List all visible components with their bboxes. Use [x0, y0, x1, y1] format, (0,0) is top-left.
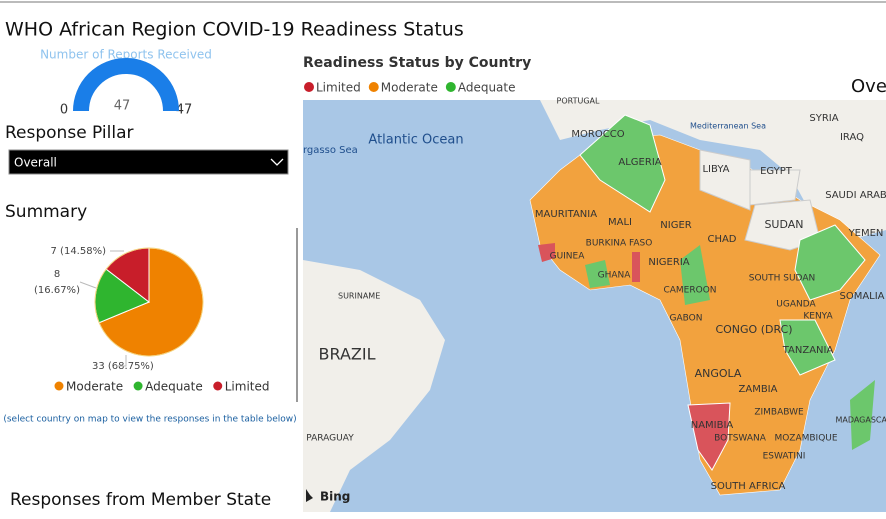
- map-label: PORTUGAL: [557, 97, 601, 106]
- pie-outline: [94, 247, 204, 357]
- dropdown-value[interactable]: Overall: [14, 156, 57, 170]
- gauge-max: 47: [176, 103, 193, 118]
- filter-label: Response Pillar: [5, 123, 134, 143]
- map-label: SURINAME: [338, 292, 380, 301]
- map-label: ANGOLA: [695, 367, 742, 380]
- map-label: SOMALIA: [839, 291, 884, 302]
- footer-title: Responses from Member State: [10, 490, 271, 510]
- map-label: UGANDA: [776, 300, 816, 310]
- bing-logo: [306, 489, 313, 502]
- libya: [699, 149, 751, 211]
- gauge-value: 47: [114, 99, 131, 114]
- cameroon-adequate[interactable]: [680, 245, 710, 305]
- namibia-limited[interactable]: [687, 402, 731, 471]
- summary-title: Summary: [5, 202, 87, 222]
- map-label: ZIMBABWE: [754, 408, 804, 418]
- benin-limited[interactable]: [632, 252, 640, 282]
- map-label: CAMEROON: [663, 286, 716, 296]
- legend-label: Moderate: [381, 81, 438, 95]
- map-label: LIBYA: [702, 164, 729, 175]
- title: WHO African Region COVID-19 Readiness St…: [5, 19, 464, 41]
- guinea-limited[interactable]: [538, 243, 555, 262]
- note: (select country on map to view the respo…: [3, 415, 296, 425]
- map-label: YEMEN: [848, 228, 884, 239]
- map-label: BRAZIL: [319, 345, 376, 364]
- dropdown[interactable]: [8, 149, 289, 175]
- map-label: CONGO (DRC): [715, 323, 792, 336]
- gauge-title: Number of Reports Received: [40, 48, 212, 62]
- map-title: Readiness Status by Country: [303, 55, 531, 71]
- map-label: IRAQ: [840, 132, 864, 143]
- map-label: ZAMBIA: [739, 384, 778, 395]
- legend-dot: [368, 82, 379, 92]
- map-attribution: Bing: [320, 490, 350, 504]
- legend-dot: [213, 381, 223, 391]
- map-label: MOZAMBIQUE: [774, 434, 837, 444]
- map-label: ESWATINI: [763, 452, 806, 462]
- map-label: SAUDI ARAB: [825, 190, 886, 201]
- map-label: SOUTH SUDAN: [749, 274, 815, 284]
- madagascar-adequate[interactable]: [850, 380, 875, 450]
- map-label: EGYPT: [760, 166, 793, 177]
- map-label: GHANA: [598, 271, 632, 281]
- map-label: rgasso Sea: [303, 145, 358, 156]
- legend-label: Limited: [316, 81, 361, 95]
- leader: [79, 281, 97, 289]
- legend-dot: [304, 82, 314, 92]
- legend-dot: [54, 381, 64, 391]
- legend-label: Moderate: [66, 380, 123, 394]
- map-label: NIGER: [660, 220, 691, 231]
- map-label: Mediterranean Sea: [690, 122, 766, 131]
- map-label: GUINEA: [550, 252, 586, 262]
- map-label: NAMIBIA: [691, 420, 734, 431]
- dropdown-arrow[interactable]: [270, 158, 284, 166]
- map-label: NIGERIA: [648, 257, 689, 268]
- map-label: MADAGASCAR: [835, 416, 886, 425]
- cut-title: Ove: [851, 76, 886, 97]
- legend-label: Limited: [225, 380, 270, 394]
- leader: [116, 355, 127, 367]
- map[interactable]: PORTUGAL MOROCCO Mediterranean Sea SYRIAIRA…: [303, 97, 886, 513]
- land: [303, 260, 445, 512]
- ethiopia-adequate[interactable]: [794, 224, 866, 301]
- map-label: KENYA: [803, 312, 833, 322]
- map-label: MALI: [608, 217, 632, 228]
- gauge-min: 0: [60, 103, 68, 118]
- map-label: TANZANIA: [782, 345, 834, 356]
- pie-label: 7 (14.58%): [51, 246, 107, 257]
- ghana-adequate[interactable]: [585, 260, 610, 288]
- tanzania-adequate[interactable]: [779, 319, 836, 376]
- algeria-adequate[interactable]: [579, 114, 666, 213]
- map-label: SUDAN: [764, 218, 803, 231]
- legend-label: Adequate: [145, 380, 203, 394]
- gauge-arc: [73, 58, 179, 112]
- pie-label: 8 (16.67%): [34, 269, 80, 296]
- legend-label: Adequate: [458, 81, 516, 95]
- map-label: CHAD: [707, 234, 736, 245]
- map-label: SYRIA: [809, 113, 838, 124]
- map-label: MOROCCO: [571, 129, 624, 140]
- legend-dot: [133, 381, 143, 391]
- egypt: [749, 169, 801, 206]
- land: [540, 100, 886, 240]
- map-label: PARAGUAY: [306, 434, 354, 444]
- map-label: BOTSWANA: [714, 434, 767, 444]
- map-label: Atlantic Ocean: [368, 133, 463, 148]
- legend-dot: [445, 82, 456, 92]
- map-label: ALGERIA: [618, 157, 661, 168]
- map-label: SOUTH AFRICA: [711, 481, 786, 492]
- map-label: MAURITANIA: [535, 209, 597, 220]
- map-label: GABON: [670, 314, 703, 324]
- map-label: BURKINA FASO: [586, 239, 653, 249]
